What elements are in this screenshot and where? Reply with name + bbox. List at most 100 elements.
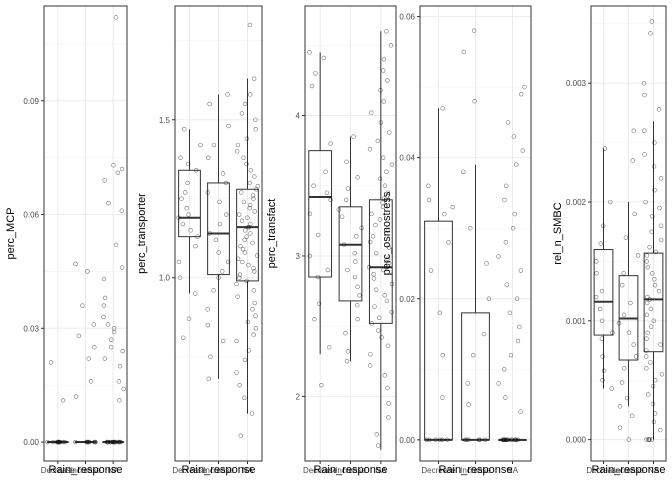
data-point bbox=[650, 401, 656, 407]
data-point bbox=[235, 142, 241, 148]
data-point bbox=[208, 354, 213, 359]
data-point bbox=[633, 354, 639, 359]
data-point bbox=[520, 148, 525, 153]
box-Increase bbox=[618, 202, 639, 407]
data-point bbox=[253, 127, 258, 132]
data-point bbox=[602, 146, 608, 151]
data-point bbox=[505, 120, 511, 125]
data-point bbox=[382, 373, 387, 378]
data-point bbox=[631, 128, 636, 133]
data-point bbox=[644, 312, 650, 318]
data-point bbox=[80, 303, 85, 308]
data-point bbox=[102, 178, 107, 183]
data-point bbox=[628, 300, 633, 306]
data-point bbox=[375, 138, 380, 144]
data-point bbox=[234, 338, 239, 344]
data-point bbox=[235, 294, 240, 299]
data-point bbox=[253, 313, 258, 318]
data-point bbox=[646, 392, 651, 397]
data-point bbox=[186, 212, 191, 217]
data-point bbox=[242, 250, 248, 255]
data-point bbox=[315, 232, 321, 238]
data-point bbox=[240, 247, 246, 252]
data-point bbox=[512, 211, 517, 217]
data-point bbox=[650, 383, 656, 389]
data-point bbox=[62, 439, 68, 445]
data-point bbox=[380, 204, 386, 210]
data-point bbox=[471, 352, 476, 358]
data-point bbox=[511, 134, 517, 139]
data-point bbox=[186, 161, 191, 167]
data-point bbox=[183, 190, 188, 195]
data-point bbox=[598, 241, 603, 246]
data-point bbox=[205, 322, 211, 328]
data-point bbox=[426, 183, 431, 189]
data-point bbox=[307, 50, 312, 55]
data-point bbox=[251, 76, 257, 81]
data-point bbox=[184, 206, 189, 211]
x-axis-title: Rain_response bbox=[182, 464, 256, 476]
y-axis-title: rel_n_SMBC bbox=[552, 202, 564, 264]
data-point bbox=[213, 237, 219, 243]
data-point bbox=[385, 385, 390, 391]
box-NA bbox=[368, 31, 393, 450]
data-point bbox=[369, 110, 374, 115]
data-point bbox=[508, 352, 514, 358]
data-point bbox=[617, 404, 623, 409]
data-point bbox=[113, 242, 119, 248]
data-point bbox=[371, 276, 377, 281]
x-tick-label: NA bbox=[648, 466, 660, 475]
data-point bbox=[245, 215, 250, 220]
data-point bbox=[651, 318, 657, 324]
box-Increase bbox=[207, 94, 230, 379]
data-point bbox=[237, 382, 242, 388]
y-tick-label: 0.04 bbox=[399, 154, 415, 163]
box-body bbox=[308, 150, 333, 278]
data-point bbox=[652, 282, 658, 288]
data-point bbox=[102, 295, 108, 301]
data-point bbox=[374, 287, 379, 292]
data-point bbox=[242, 395, 247, 401]
x-tick-label: NA bbox=[108, 466, 120, 475]
data-point bbox=[315, 274, 321, 280]
data-point bbox=[251, 266, 256, 271]
data-point bbox=[85, 269, 90, 274]
data-point bbox=[225, 259, 231, 265]
data-point bbox=[234, 149, 240, 154]
data-point bbox=[465, 381, 470, 386]
y-tick-label: 4 bbox=[296, 112, 301, 121]
data-point bbox=[106, 200, 111, 206]
data-point bbox=[380, 200, 385, 205]
data-point bbox=[486, 296, 492, 301]
data-point bbox=[182, 127, 187, 132]
data-point bbox=[238, 243, 243, 249]
data-point bbox=[195, 234, 200, 239]
y-tick-label: 0.02 bbox=[399, 295, 415, 304]
y-tick-label: 0.003 bbox=[566, 79, 587, 88]
data-point bbox=[307, 211, 313, 217]
box-body bbox=[207, 182, 230, 276]
data-point bbox=[359, 225, 364, 231]
data-point bbox=[252, 269, 257, 274]
data-point bbox=[198, 142, 203, 148]
data-point bbox=[92, 439, 97, 445]
x-tick-label: Decrease bbox=[303, 466, 338, 475]
x-tick-label: Decrease bbox=[421, 466, 456, 475]
data-point bbox=[389, 309, 394, 315]
data-point bbox=[220, 269, 225, 274]
y-tick-label: 0.03 bbox=[23, 324, 39, 333]
data-point bbox=[621, 312, 627, 318]
data-point bbox=[207, 231, 212, 236]
data-point bbox=[216, 250, 221, 255]
data-point bbox=[513, 437, 518, 443]
data-point bbox=[248, 231, 253, 236]
data-point bbox=[649, 229, 654, 234]
data-point bbox=[216, 275, 221, 280]
data-point bbox=[617, 425, 623, 430]
data-point bbox=[608, 199, 613, 205]
data-point bbox=[381, 57, 387, 62]
data-point bbox=[600, 223, 606, 228]
data-point bbox=[224, 212, 229, 217]
data-point bbox=[644, 300, 650, 306]
data-point bbox=[234, 281, 239, 287]
